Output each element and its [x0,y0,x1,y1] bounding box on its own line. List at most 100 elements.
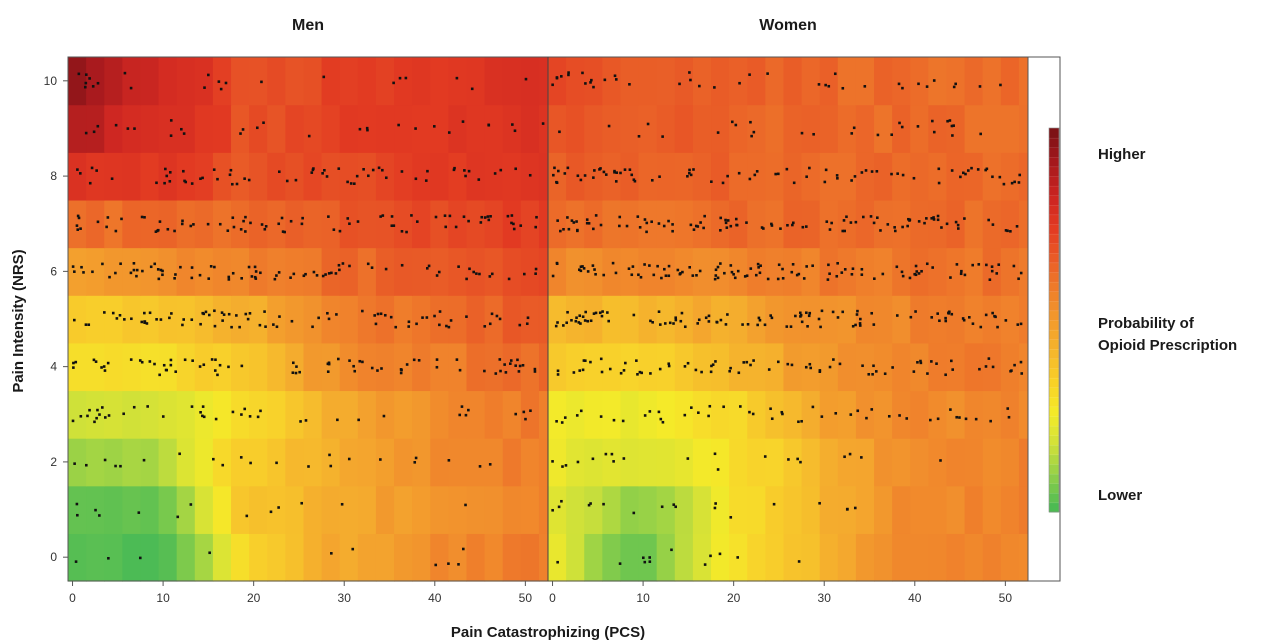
men-data-point [148,360,152,363]
women-data-point [576,229,579,233]
men-data-point [105,225,108,229]
men-heatmap-cell [484,390,504,439]
men-heatmap-cell [285,533,305,582]
women-data-point [648,556,651,559]
women-data-point [643,560,647,564]
y-axis-title: Pain Intensity (NRS) [10,249,27,392]
women-heatmap-cell [801,199,821,249]
women-data-point [860,267,864,271]
men-data-point [410,214,413,217]
men-heatmap-cell [303,295,323,344]
men-data-point [158,220,162,223]
women-data-point [724,221,728,225]
women-data-point [886,223,890,226]
women-heatmap-cell [620,342,640,392]
men-data-point [405,363,409,366]
women-data-point [919,361,923,365]
men-data-point [83,85,87,89]
women-data-point [757,316,761,320]
men-data-point [487,218,491,222]
men-heatmap-cell [520,57,540,106]
men-data-point [381,168,384,172]
women-data-point [908,218,912,222]
women-data-point [723,271,726,275]
women-heatmap-cell [1000,57,1020,106]
men-heatmap-cell [339,104,359,153]
men-heatmap-cell [502,390,522,439]
men-heatmap-cell [412,438,431,487]
men-data-point [87,323,91,327]
men-data-point [85,463,88,467]
men-data-point [169,358,173,362]
men-heatmap-cell [448,247,468,296]
women-heatmap-cell [855,438,875,487]
men-data-point [201,414,204,418]
women-heatmap-cell [783,390,803,439]
women-heatmap-cell [910,485,929,534]
women-data-point [551,460,554,463]
men-data-point [404,76,408,80]
women-data-point [736,269,740,273]
men-data-point [447,459,451,462]
women-data-point [751,412,755,416]
women-data-point [932,79,936,82]
women-heatmap-cell [874,342,893,392]
colorbar-segment [1048,463,1060,475]
women-heatmap-cell [928,199,948,249]
women-heatmap-cell [602,390,622,439]
y-tick-label: 4 [50,360,57,374]
colorbar-segment [1048,435,1060,446]
men-data-point [529,409,532,413]
women-data-point [990,269,994,273]
men-data-point [243,407,247,411]
men-data-point [533,370,537,373]
women-heatmap-cell [656,390,676,439]
men-data-point [248,312,252,315]
men-data-point [523,272,526,276]
women-heatmap-cell [874,438,893,487]
colorbar-segment [1048,223,1060,235]
women-data-point [841,229,845,233]
men-heatmap-cell [466,342,486,392]
men-heatmap-cell [357,533,377,582]
men-data-point [132,262,136,265]
women-heatmap-cell [548,152,567,201]
men-data-point [129,86,133,90]
men-data-point [159,318,163,321]
men-data-point [304,419,308,422]
men-heatmap-cell [484,438,504,487]
women-data-point [895,314,899,317]
women-heatmap-cell [928,247,948,296]
women-data-point [856,409,860,413]
women-data-point [841,86,845,90]
men-data-point [249,221,252,225]
women-heatmap-cell [638,104,658,153]
legend-label-lower: Lower [1098,487,1142,504]
women-data-point [985,263,988,267]
women-data-point [818,501,821,505]
men-data-point [221,463,225,467]
men-heatmap-cell [285,57,305,106]
men-data-point [315,274,319,277]
women-data-point [703,214,706,218]
women-data-point [849,413,853,416]
men-data-point [526,316,530,320]
men-heatmap [68,57,549,582]
men-heatmap-cell [321,342,341,392]
men-data-point [208,551,211,555]
women-data-point [752,359,755,362]
men-data-point [212,168,216,171]
men-heatmap-cell [448,295,468,344]
men-data-point [367,174,370,178]
men-data-point [433,314,436,318]
panel-title-women: Women [759,17,816,34]
women-data-point [819,325,822,329]
men-data-point [514,412,518,416]
men-data-point [155,318,158,321]
men-heatmap-cell [194,104,214,153]
men-heatmap-cell [212,247,232,296]
men-heatmap-cell [430,485,449,534]
men-heatmap-cell [375,533,395,582]
colorbar-segment [1048,348,1060,360]
men-heatmap-cell [140,247,160,296]
